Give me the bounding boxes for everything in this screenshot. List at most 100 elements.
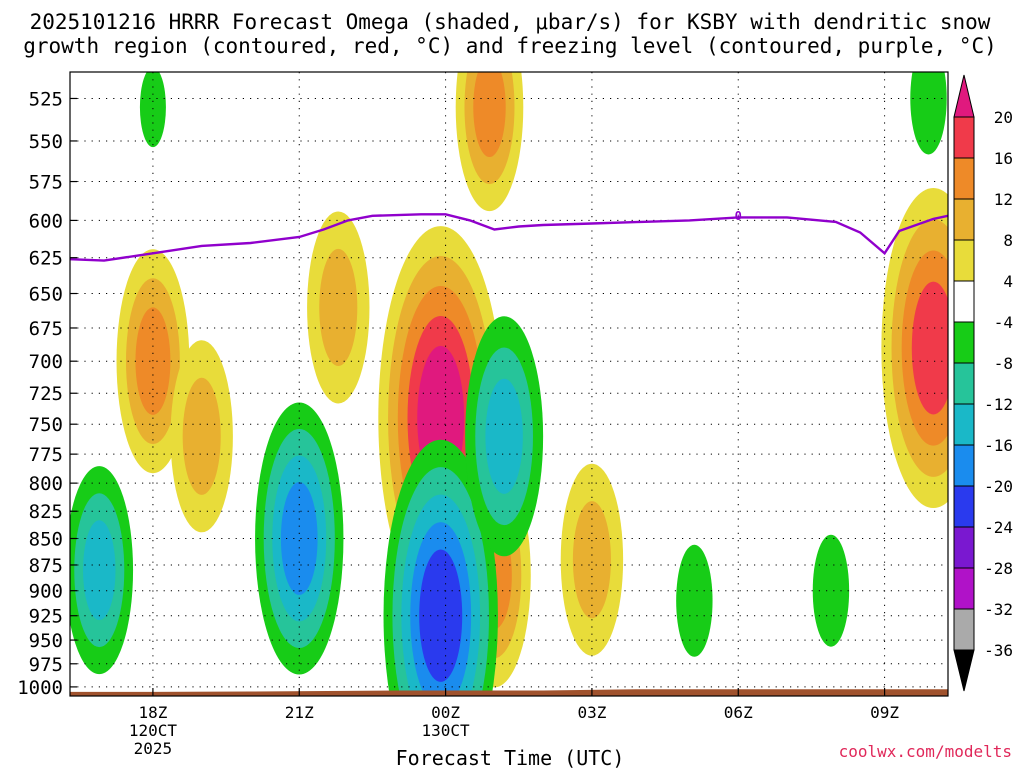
omega-contour-descent — [485, 378, 523, 494]
title-line-1: 2025101216 HRRR Forecast Omega (shaded, … — [30, 10, 991, 34]
y-tick-label: 675 — [29, 318, 63, 340]
x-tick-label: 09Z — [870, 703, 899, 722]
freezing-level-layer: 0 — [70, 209, 948, 262]
x-tick-label: 21Z — [285, 703, 314, 722]
omega-contour-ascent — [319, 248, 358, 367]
omega-cell-descent — [255, 402, 344, 675]
colorbar-bin — [953, 157, 975, 200]
omega-cell-descent — [812, 534, 850, 647]
colorbar-label: -4 — [994, 313, 1013, 332]
colorbar-bin — [953, 485, 975, 528]
y-tick-label: 800 — [29, 473, 63, 495]
omega-cell-ascent — [560, 463, 624, 656]
ground-surface — [70, 689, 948, 696]
omega-cell-descent — [676, 544, 713, 657]
colorbar-label: -28 — [984, 559, 1013, 578]
x-axis-title: Forecast Time (UTC) — [396, 746, 625, 768]
ground-band — [70, 689, 948, 696]
omega-shading — [70, 72, 948, 696]
x-tick-label: 18Z — [138, 703, 167, 722]
y-tick-label: 700 — [29, 351, 63, 373]
omega-cell-ascent — [307, 211, 370, 404]
omega-cell-descent — [70, 466, 134, 675]
omega-cell-descent — [383, 439, 498, 696]
colorbar: 20 16 12 8 4 -4 -8 -12 -16 -20 -24 -28 -32 -36 — [953, 74, 1013, 692]
omega-cell-ascent — [881, 188, 948, 509]
omega-contour-descent — [910, 72, 947, 155]
colorbar-bin — [953, 280, 975, 323]
y-tick-label: 625 — [29, 248, 63, 270]
y-tick-label: 900 — [29, 581, 63, 603]
title-line-2: growth region (contoured, red, °C) and f… — [23, 34, 997, 58]
colorbar-bin — [953, 239, 975, 282]
omega-cell-ascent — [455, 72, 524, 212]
colorbar-label: 4 — [1003, 272, 1013, 291]
colorbar-bin — [953, 567, 975, 610]
omega-contour-descent — [419, 549, 463, 682]
y-tick-label: 725 — [29, 383, 63, 405]
y-tick-label: 925 — [29, 606, 63, 628]
omega-contour-ascent — [911, 281, 948, 415]
colorbar-bin — [953, 526, 975, 569]
y-tick-label: 525 — [29, 88, 63, 110]
omega-contour-descent — [812, 534, 850, 647]
omega-contour-descent — [83, 520, 116, 621]
colorbar-bin — [953, 116, 975, 159]
plot-frame — [69, 71, 949, 697]
colorbar-label: 8 — [1003, 231, 1013, 250]
colorbar-label: -8 — [994, 354, 1013, 373]
y-tick-label: 650 — [29, 284, 63, 306]
colorbar-bin — [953, 403, 975, 446]
colorbar-under-arrow — [953, 649, 975, 692]
plot-area: 0 — [70, 72, 948, 696]
colorbar-label: -24 — [984, 518, 1013, 537]
y-tick-label: 775 — [29, 444, 63, 466]
colorbar-label: -32 — [984, 600, 1013, 619]
colorbar-bin — [953, 362, 975, 405]
x-tick-label: 130CT — [422, 721, 471, 740]
y-axis: 525 550 575 600 625 650 675 700 725 750 775 800 825 8… — [17, 88, 77, 699]
y-tick-label: 850 — [29, 528, 63, 550]
x-tick-label: 2025 — [134, 739, 173, 758]
colorbar-bin — [953, 321, 975, 364]
colorbar-label: 12 — [994, 190, 1013, 209]
freezing-level-label: 0 — [735, 209, 742, 223]
y-tick-label: 825 — [29, 501, 63, 523]
x-tick-label: 00Z — [431, 703, 460, 722]
colorbar-label: -16 — [984, 436, 1013, 455]
y-tick-label: 550 — [29, 131, 63, 153]
x-tick-label: 06Z — [724, 703, 753, 722]
y-tick-label: 600 — [29, 210, 63, 232]
y-tick-label: 875 — [29, 555, 63, 577]
omega-cell-descent — [910, 72, 947, 155]
omega-contour-descent — [676, 544, 713, 657]
colorbar-bin — [953, 608, 975, 651]
omega-contour-ascent — [182, 377, 221, 495]
freezing-level-line — [70, 213, 948, 262]
y-tick-label: 950 — [29, 630, 63, 652]
colorbar-label: -12 — [984, 395, 1013, 414]
omega-contour-descent — [280, 482, 318, 595]
omega-contour-descent — [139, 72, 166, 148]
omega-cell-descent — [139, 72, 166, 148]
y-tick-label: 575 — [29, 172, 63, 194]
omega-contour-ascent — [572, 501, 611, 619]
y-tick-label: 975 — [29, 654, 63, 676]
colorbar-bin — [953, 198, 975, 241]
colorbar-label: 20 — [994, 108, 1013, 127]
omega-cell-ascent — [170, 340, 233, 533]
colorbar-label: -20 — [984, 477, 1013, 496]
colorbar-bin — [953, 444, 975, 487]
colorbar-over-arrow — [953, 74, 975, 118]
y-tick-label: 750 — [29, 414, 63, 436]
colorbar-label: 16 — [994, 149, 1013, 168]
y-tick-label: 1000 — [17, 677, 63, 699]
x-tick-label: 03Z — [577, 703, 606, 722]
x-tick-label: 120CT — [129, 721, 178, 740]
omega-cell-descent — [465, 316, 544, 557]
colorbar-label: -36 — [984, 641, 1013, 660]
omega-contour-ascent — [473, 72, 506, 158]
watermark: coolwx.com/modelts — [839, 742, 1012, 761]
